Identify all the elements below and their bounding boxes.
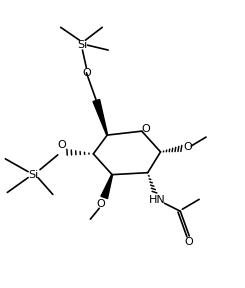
Text: O: O bbox=[184, 142, 193, 152]
Text: O: O bbox=[185, 237, 194, 247]
Text: HN: HN bbox=[149, 195, 166, 205]
Text: O: O bbox=[57, 140, 66, 150]
Polygon shape bbox=[101, 175, 113, 198]
Text: Si: Si bbox=[28, 170, 38, 180]
Text: Si: Si bbox=[77, 40, 87, 50]
Polygon shape bbox=[93, 99, 108, 135]
Text: O: O bbox=[141, 124, 150, 134]
Text: O: O bbox=[82, 68, 91, 78]
Text: O: O bbox=[96, 199, 105, 209]
